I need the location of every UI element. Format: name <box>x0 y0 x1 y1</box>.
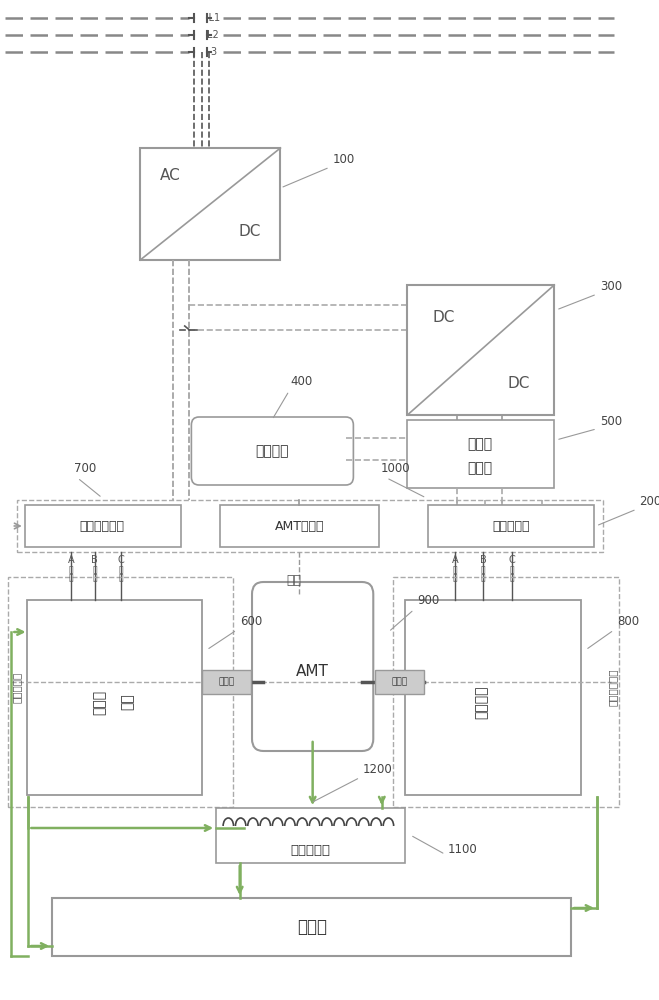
Text: L2: L2 <box>208 30 219 40</box>
Text: A: A <box>451 555 458 565</box>
Bar <box>407 420 554 488</box>
Text: 1000: 1000 <box>381 462 424 497</box>
Text: 差: 差 <box>69 566 73 574</box>
Text: 600: 600 <box>209 615 262 648</box>
Text: 电池管: 电池管 <box>468 437 493 451</box>
Text: -L1: -L1 <box>206 13 221 23</box>
Bar <box>26 600 202 795</box>
Text: 测功机控制器: 测功机控制器 <box>80 520 125 532</box>
Text: 机油冷却器: 机油冷却器 <box>291 844 331 857</box>
Bar <box>8 577 233 807</box>
Text: 动: 动 <box>69 574 73 582</box>
Bar <box>393 577 619 807</box>
Text: AMT控制器: AMT控制器 <box>275 520 324 532</box>
Text: 测功机屏蔽: 测功机屏蔽 <box>12 671 22 703</box>
Bar <box>24 505 181 547</box>
Bar <box>140 148 281 260</box>
Text: 冷水机: 冷水机 <box>297 918 327 936</box>
Bar <box>407 285 554 415</box>
Text: 动: 动 <box>119 574 124 582</box>
Text: 传动轴: 传动轴 <box>391 678 408 686</box>
Text: 动: 动 <box>481 574 486 582</box>
Text: 100: 100 <box>283 153 355 187</box>
Text: 动: 动 <box>509 574 514 582</box>
Text: AC: AC <box>160 168 181 184</box>
Text: DC: DC <box>239 225 262 239</box>
Text: 差: 差 <box>481 566 486 574</box>
Text: 900: 900 <box>391 594 439 630</box>
Text: C: C <box>118 555 125 565</box>
Text: 700: 700 <box>74 462 100 496</box>
Text: A: A <box>68 555 74 565</box>
Text: 电力测: 电力测 <box>92 689 107 715</box>
Text: 传动轴: 传动轴 <box>218 678 235 686</box>
Text: 500: 500 <box>559 415 622 439</box>
Text: B: B <box>92 555 98 565</box>
Bar <box>52 898 571 956</box>
Bar <box>428 505 594 547</box>
Bar <box>375 670 424 694</box>
Text: 差: 差 <box>453 566 457 574</box>
Bar <box>405 600 581 795</box>
Text: B: B <box>480 555 486 565</box>
Text: 3: 3 <box>210 47 216 57</box>
Text: 差: 差 <box>119 566 124 574</box>
Bar <box>17 500 602 552</box>
Text: DC: DC <box>507 375 529 390</box>
Text: AMT: AMT <box>296 664 329 678</box>
Text: 功机: 功机 <box>121 694 135 710</box>
Text: 被测电机: 被测电机 <box>474 685 488 719</box>
Text: 动: 动 <box>453 574 457 582</box>
Bar <box>202 670 251 694</box>
Text: DC: DC <box>432 310 455 324</box>
Text: 400: 400 <box>273 375 313 418</box>
Text: 理系统: 理系统 <box>468 461 493 475</box>
FancyBboxPatch shape <box>191 417 353 485</box>
Text: 动力电池: 动力电池 <box>255 444 289 458</box>
Text: C: C <box>508 555 515 565</box>
FancyBboxPatch shape <box>252 582 373 751</box>
Text: 1200: 1200 <box>313 763 393 802</box>
Text: 1100: 1100 <box>413 836 478 856</box>
Bar <box>220 505 379 547</box>
Text: 电机控制器: 电机控制器 <box>492 520 529 532</box>
Text: 差: 差 <box>509 566 514 574</box>
Text: 被测电机屏蔽: 被测电机屏蔽 <box>608 668 618 706</box>
Text: 200: 200 <box>598 495 659 525</box>
Text: 差: 差 <box>92 566 97 574</box>
Text: 动: 动 <box>92 574 97 582</box>
Text: 300: 300 <box>559 280 622 309</box>
Text: 弱电: 弱电 <box>286 574 301 586</box>
Text: 800: 800 <box>588 615 639 648</box>
Bar <box>216 808 405 863</box>
